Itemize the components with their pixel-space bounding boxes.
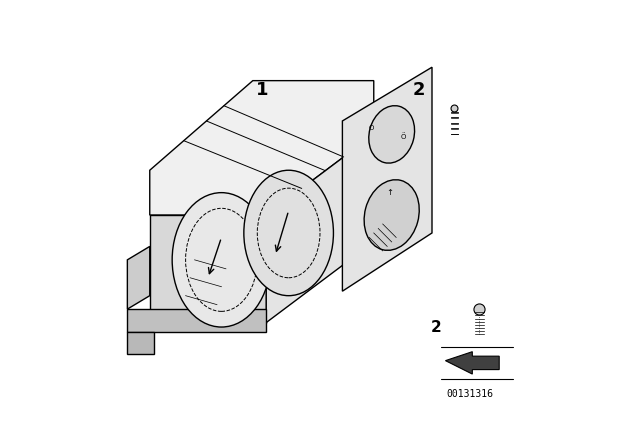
Polygon shape xyxy=(150,215,266,323)
Polygon shape xyxy=(342,67,432,291)
Text: 2: 2 xyxy=(431,319,442,335)
Polygon shape xyxy=(445,352,499,374)
Ellipse shape xyxy=(369,106,415,163)
Text: Ö: Ö xyxy=(400,133,406,140)
Text: ↑: ↑ xyxy=(386,188,393,197)
Ellipse shape xyxy=(244,170,333,296)
Ellipse shape xyxy=(364,180,419,250)
Text: 1: 1 xyxy=(255,81,268,99)
Polygon shape xyxy=(150,81,374,215)
Polygon shape xyxy=(127,309,266,332)
Text: Ò: Ò xyxy=(369,125,374,131)
Text: 2: 2 xyxy=(412,81,425,99)
Polygon shape xyxy=(266,134,374,323)
Text: 00131316: 00131316 xyxy=(447,389,493,399)
Polygon shape xyxy=(127,332,154,354)
Polygon shape xyxy=(127,246,150,309)
Ellipse shape xyxy=(172,193,271,327)
